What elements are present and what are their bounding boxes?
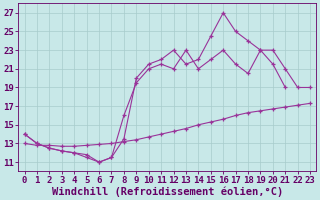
X-axis label: Windchill (Refroidissement éolien,°C): Windchill (Refroidissement éolien,°C) [52,186,283,197]
